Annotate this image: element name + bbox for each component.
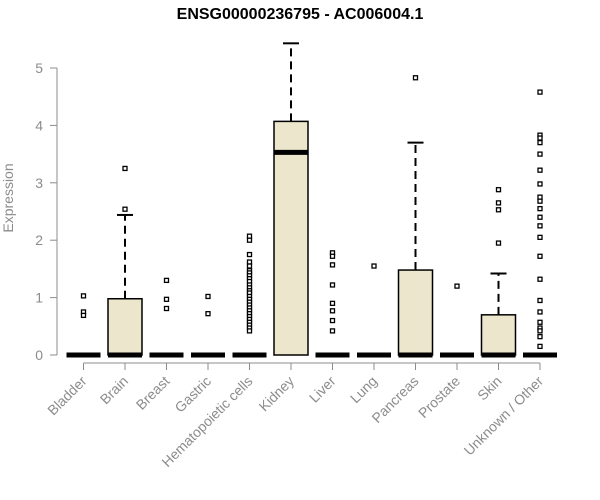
outlier-point xyxy=(329,282,336,288)
outlier-point xyxy=(537,333,543,340)
outlier-point xyxy=(495,187,502,193)
outlier-point xyxy=(495,207,502,213)
outlier-point xyxy=(80,312,87,319)
outlier-point xyxy=(537,276,543,282)
outlier-point xyxy=(329,300,336,306)
y-axis: 0 1 2 3 4 5 xyxy=(35,60,58,363)
box-body xyxy=(480,314,517,356)
x-tick-label: Prostate xyxy=(415,373,463,421)
outlier-point xyxy=(246,251,253,258)
y-tick-label: 0 xyxy=(35,347,43,363)
y-tick-label: 3 xyxy=(35,175,43,191)
outlier-point xyxy=(537,343,543,350)
outlier-point xyxy=(246,237,253,243)
x-tick-label: Brain xyxy=(97,373,131,407)
x-tick-label: Liver xyxy=(306,373,339,406)
outlier-point xyxy=(537,297,543,304)
box-body xyxy=(107,297,143,356)
outlier-point xyxy=(329,253,336,259)
outlier-point xyxy=(122,165,128,172)
x-tick-label: Unknown / Other xyxy=(461,373,547,459)
outlier-point xyxy=(412,75,419,81)
outlier-point xyxy=(537,309,543,315)
x-tick-label: Skin xyxy=(474,373,505,404)
outlier-point xyxy=(537,198,543,204)
box-series xyxy=(66,42,557,358)
outlier-point xyxy=(329,308,336,314)
x-tick-label: Kidney xyxy=(256,373,298,415)
x-tick-label: Lung xyxy=(347,373,380,406)
y-tick-label: 1 xyxy=(35,290,43,306)
outlier-point xyxy=(537,181,543,187)
chart-title: ENSG00000236795 - AC006004.1 xyxy=(176,6,424,23)
outlier-point xyxy=(537,328,543,334)
outlier-point xyxy=(329,328,336,334)
outlier-point xyxy=(454,283,460,289)
outlier-point xyxy=(163,296,170,302)
outlier-point xyxy=(537,234,543,240)
x-tick-label: Bladder xyxy=(44,373,90,419)
outlier-point xyxy=(537,223,543,229)
y-tick-label: 2 xyxy=(35,232,43,248)
box-lung xyxy=(357,263,391,358)
box-pancreas xyxy=(397,75,434,358)
outlier-point xyxy=(537,89,543,95)
outlier-point xyxy=(163,277,170,284)
y-tick-label: 5 xyxy=(35,60,43,76)
box-hematopoietic-cells xyxy=(232,233,267,358)
box-brain xyxy=(107,165,143,358)
outlier-point xyxy=(205,293,211,300)
outlier-point xyxy=(122,206,128,212)
outlier-point xyxy=(205,311,211,317)
outlier-point xyxy=(163,305,170,312)
outlier-point xyxy=(537,214,543,220)
outlier-point xyxy=(537,319,543,325)
outlier-point xyxy=(537,151,543,157)
outlier-point xyxy=(537,135,543,141)
box-gastric xyxy=(191,293,225,358)
x-tick-label: Breast xyxy=(133,373,173,413)
box-body xyxy=(397,269,434,356)
outlier-point xyxy=(495,240,502,246)
outlier-point xyxy=(329,317,336,324)
outlier-point xyxy=(537,253,543,259)
outlier-point xyxy=(537,205,543,212)
outlier-point xyxy=(246,328,253,334)
outlier-point xyxy=(371,263,377,269)
outlier-point xyxy=(329,262,336,268)
box-body xyxy=(273,120,309,356)
outlier-point xyxy=(495,200,502,206)
outlier-point xyxy=(246,263,253,269)
box-liver xyxy=(315,250,350,358)
outlier-point xyxy=(80,293,87,299)
box-skin xyxy=(480,187,517,358)
y-axis-label: Expression xyxy=(0,163,16,232)
outlier-point xyxy=(537,167,543,173)
box-unknown-other xyxy=(523,89,557,358)
box-kidney xyxy=(273,42,309,356)
outlier-point xyxy=(537,139,543,146)
y-tick-label: 4 xyxy=(35,117,43,133)
box-breast xyxy=(149,277,184,358)
box-prostate xyxy=(440,283,474,358)
box-bladder xyxy=(66,293,101,358)
